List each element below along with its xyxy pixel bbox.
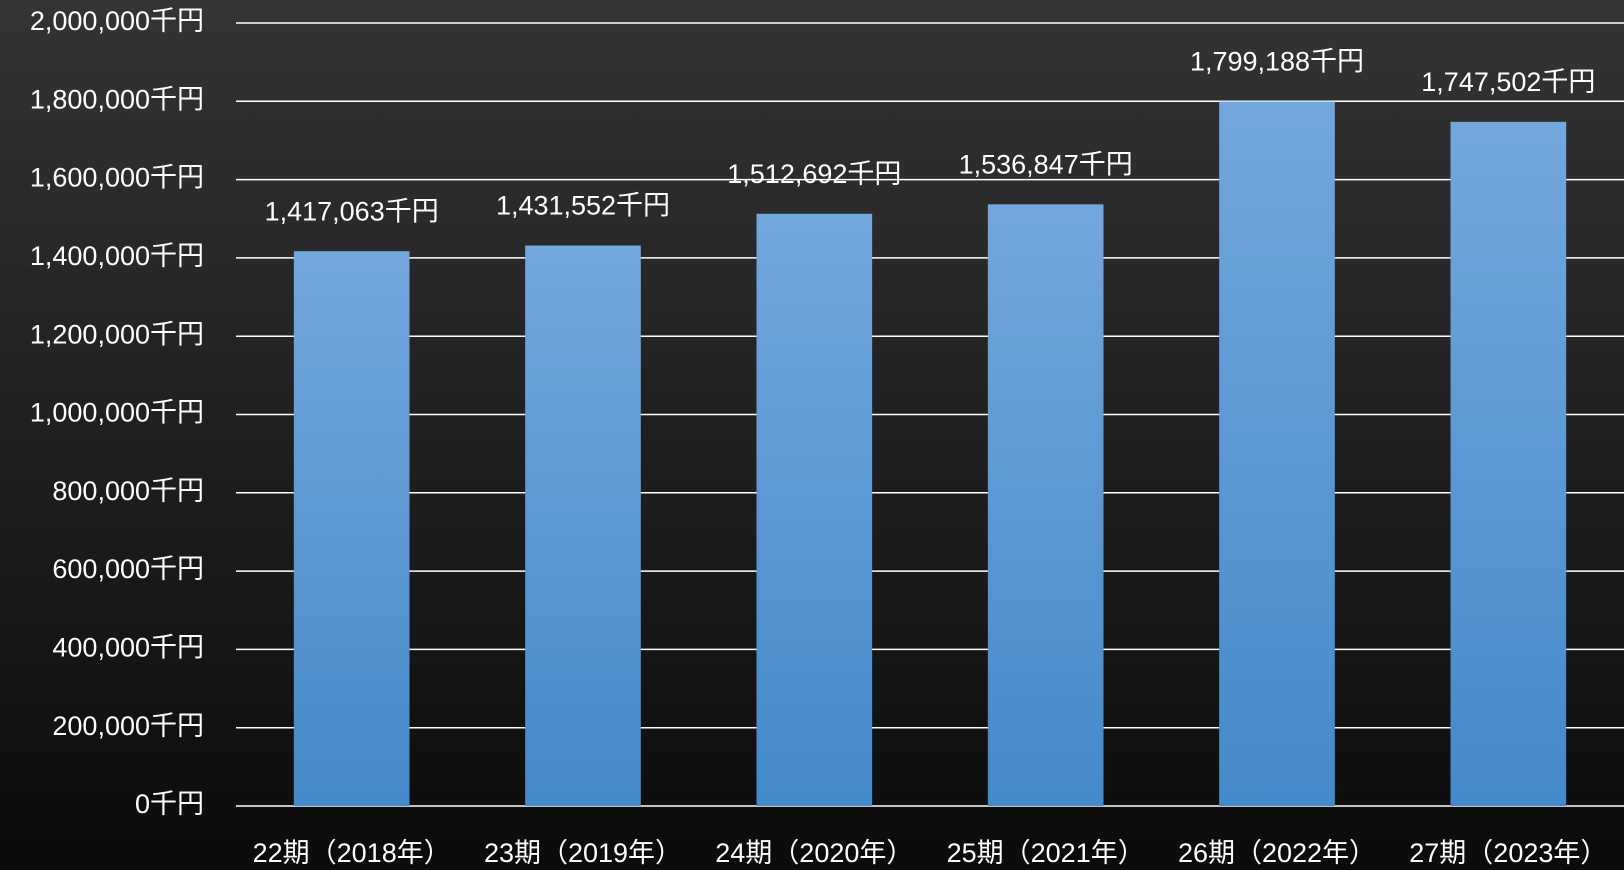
- x-tick-label: 26期（2022年）: [1178, 838, 1376, 868]
- y-tick-label: 600,000千円: [52, 554, 204, 584]
- x-tick-label: 24期（2020年）: [715, 838, 913, 868]
- data-label: 1,431,552千円: [496, 191, 670, 221]
- x-tick-label: 25期（2021年）: [947, 838, 1145, 868]
- x-tick-label: 27期（2023年）: [1409, 838, 1607, 868]
- y-tick-label: 1,800,000千円: [30, 84, 204, 114]
- y-tick-label: 1,600,000千円: [30, 163, 204, 193]
- y-tick-label: 400,000千円: [52, 633, 204, 663]
- y-tick-label: 2,000,000千円: [30, 6, 204, 36]
- data-label: 1,536,847千円: [959, 149, 1133, 179]
- data-label: 1,512,692千円: [727, 159, 901, 189]
- bar: [756, 213, 873, 807]
- data-label: 1,747,502千円: [1421, 67, 1595, 97]
- data-label: 1,799,188千円: [1190, 47, 1364, 77]
- y-tick-label: 0千円: [135, 789, 204, 819]
- bar: [525, 245, 641, 807]
- data-label: 1,417,063千円: [265, 196, 439, 226]
- bar: [987, 204, 1104, 806]
- x-tick-label: 22期（2018年）: [253, 838, 451, 868]
- bar: [293, 251, 410, 806]
- bar: [1450, 121, 1567, 806]
- y-tick-label: 1,400,000千円: [30, 241, 204, 271]
- x-tick-label: 23期（2019年）: [484, 838, 682, 868]
- y-tick-label: 1,200,000千円: [30, 319, 204, 349]
- y-tick-label: 1,000,000千円: [30, 398, 204, 428]
- bar: [1219, 101, 1335, 806]
- y-tick-label: 200,000千円: [52, 711, 204, 741]
- y-tick-label: 800,000千円: [52, 476, 204, 506]
